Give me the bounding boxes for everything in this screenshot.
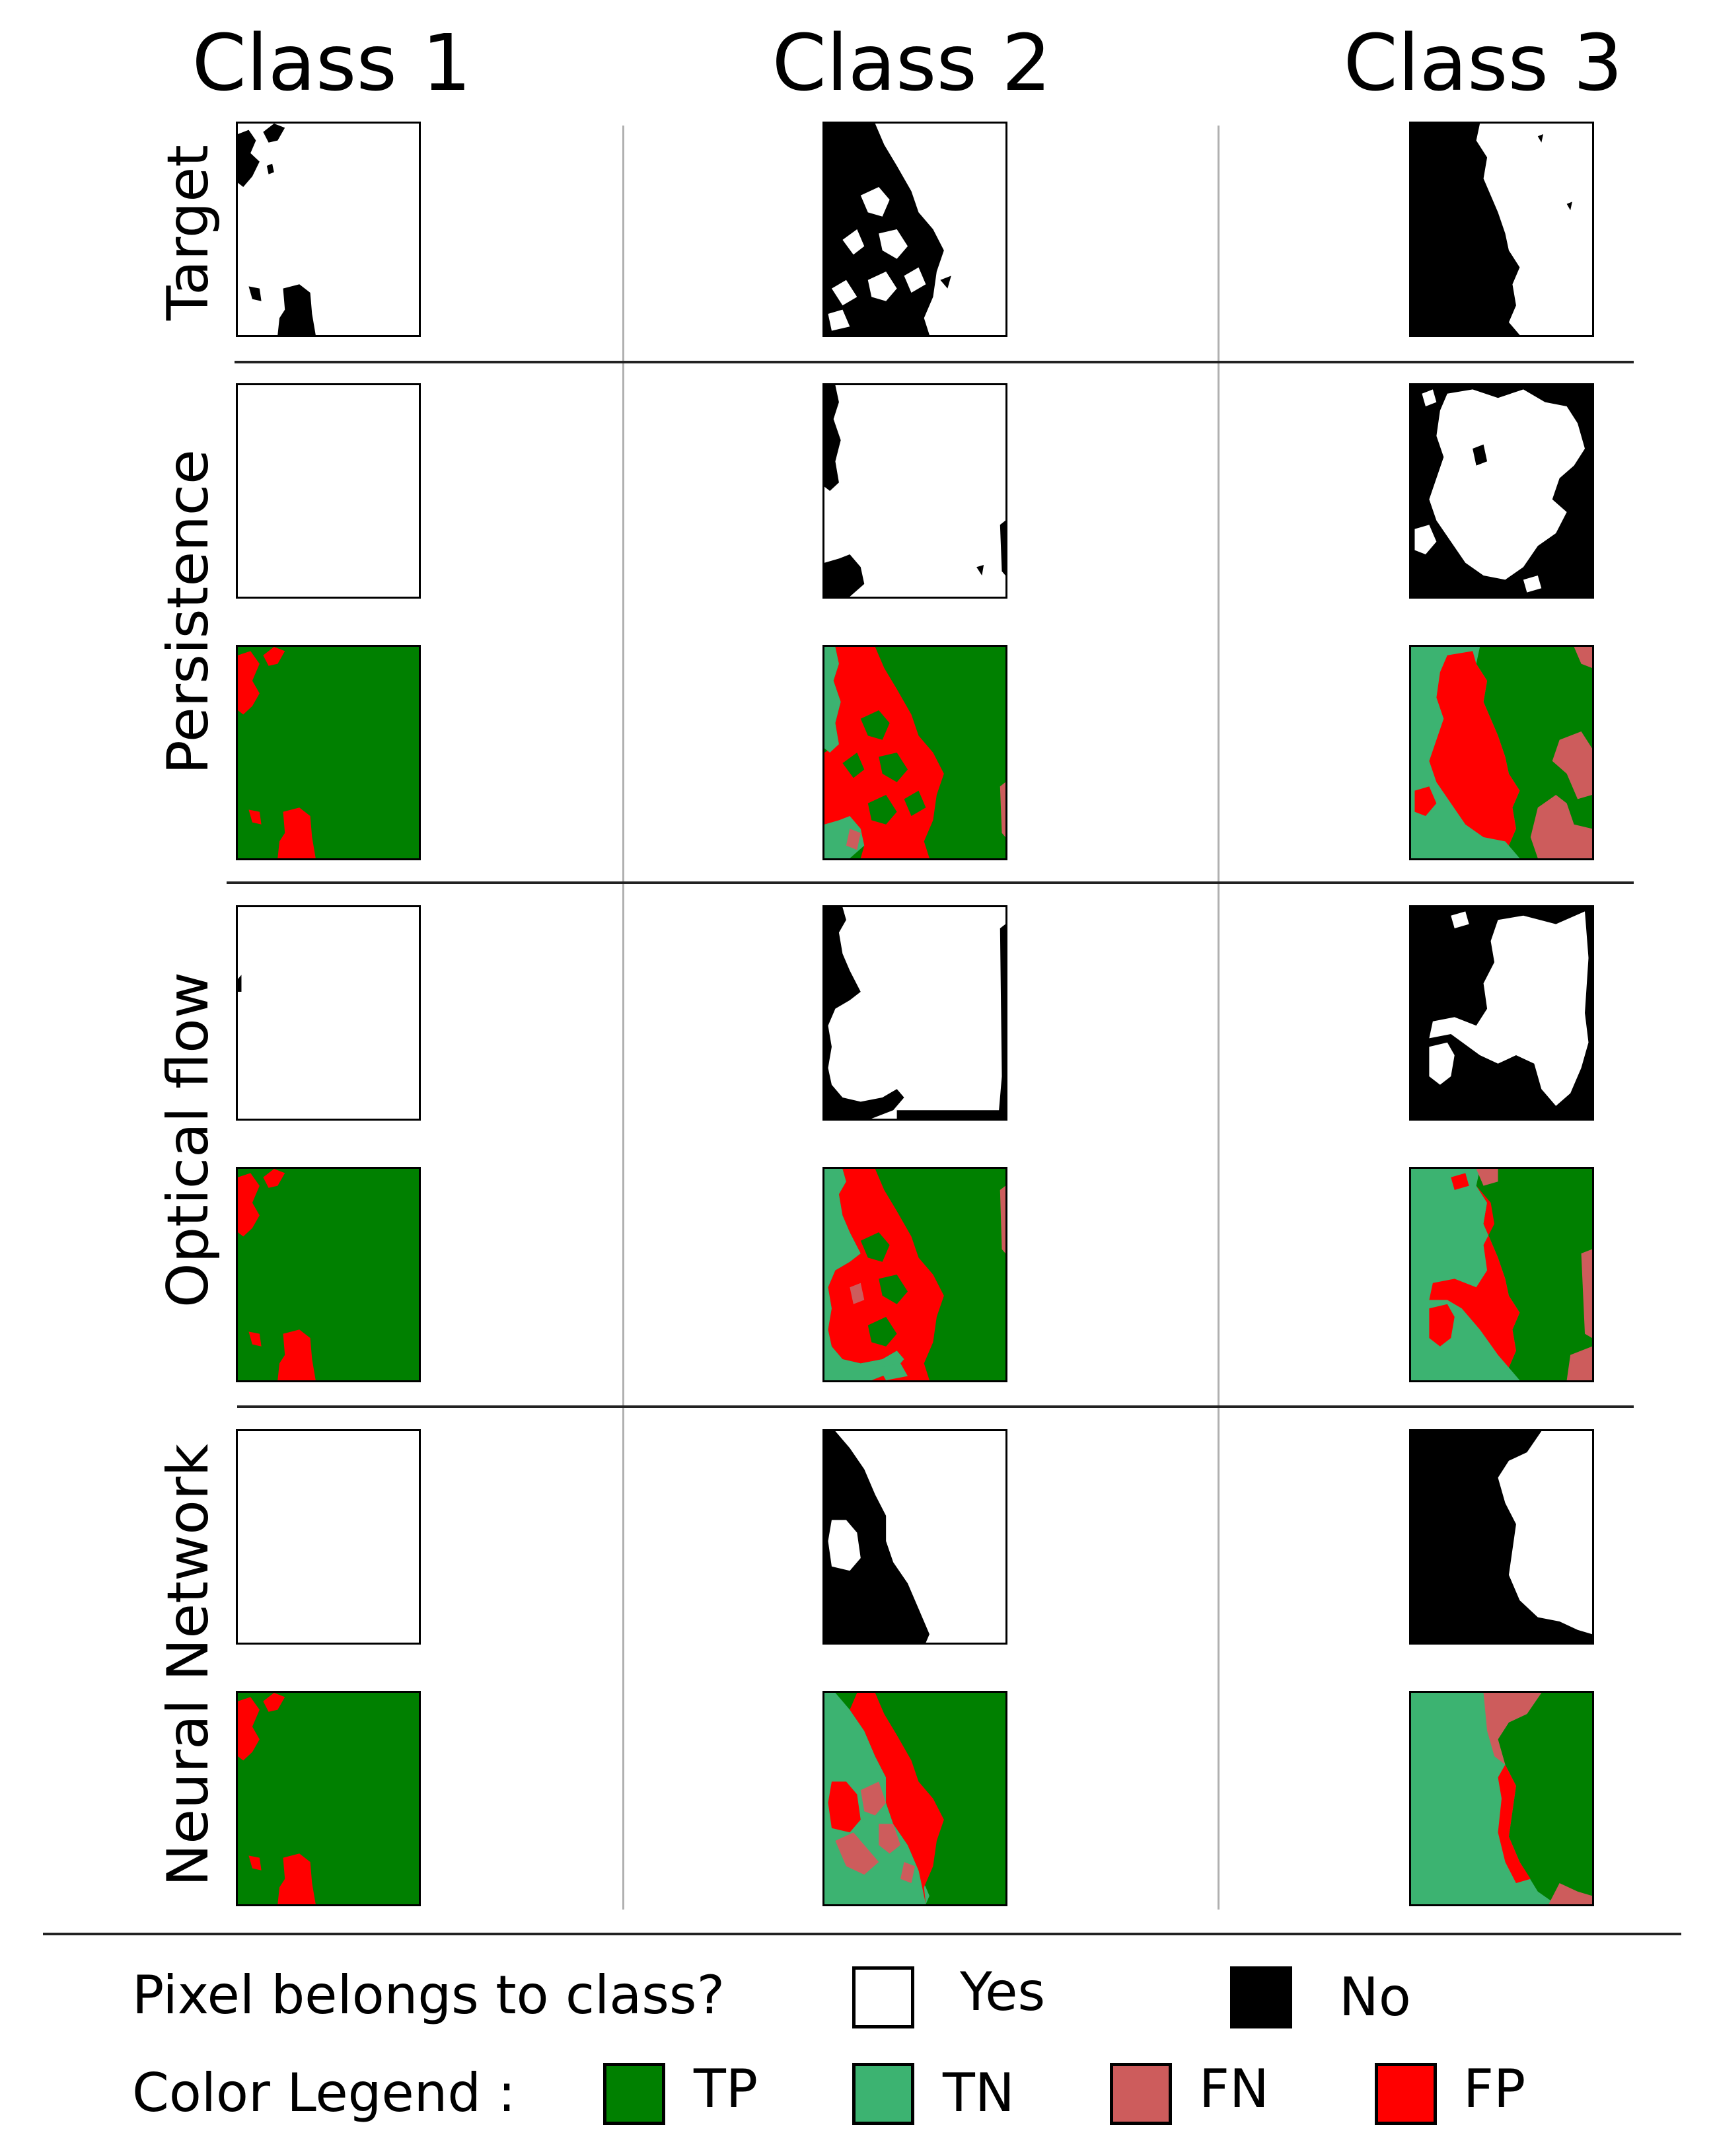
target-mask-class-3 <box>1409 122 1594 337</box>
persistence-mask-class-3 <box>1409 383 1594 599</box>
legend-tp-label: TP <box>694 2058 758 2120</box>
tp-swatch <box>603 2063 665 2125</box>
row-label-optical-flow: Optical flow <box>155 971 221 1308</box>
row-divider-3 <box>237 1405 1634 1408</box>
legend-yes-label: Yes <box>960 1961 1046 2023</box>
target-mask-class-1 <box>236 122 421 337</box>
neural-network-error-map-class-1 <box>236 1691 421 1906</box>
fn-swatch <box>1110 2063 1172 2125</box>
legend-fp-label: FP <box>1463 2058 1526 2120</box>
legend-no-label: No <box>1339 1966 1411 2028</box>
column-title-class-3: Class 3 <box>1343 17 1623 108</box>
row-label-target: Target <box>155 144 221 321</box>
legend-divider <box>43 1933 1681 1935</box>
row-label-persistence: Persistence <box>155 449 221 774</box>
row-label-neural-network: Neural Network <box>155 1443 221 1887</box>
neural-network-mask-class-1 <box>236 1429 421 1645</box>
persistence-error-map-class-1 <box>236 645 421 860</box>
legend-tn-label: TN <box>943 2062 1015 2124</box>
optical-flow-mask-class-3 <box>1409 905 1594 1121</box>
column-title-class-2: Class 2 <box>772 17 1052 108</box>
yes-swatch <box>852 1966 914 2028</box>
legend-fn-label: FN <box>1199 2058 1269 2120</box>
optical-flow-mask-class-1 <box>236 905 421 1121</box>
optical-flow-error-map-class-2 <box>822 1167 1007 1382</box>
optical-flow-error-map-class-1 <box>236 1167 421 1382</box>
persistence-error-map-class-3 <box>1409 645 1594 860</box>
tn-swatch <box>852 2063 914 2125</box>
neural-network-error-map-class-3 <box>1409 1691 1594 1906</box>
row-divider-2 <box>227 881 1634 884</box>
column-title-class-1: Class 1 <box>192 17 472 108</box>
column-divider-1 <box>622 126 624 1910</box>
persistence-mask-class-2 <box>822 383 1007 599</box>
neural-network-mask-class-3 <box>1409 1429 1594 1645</box>
row-divider-1 <box>235 361 1634 363</box>
persistence-mask-class-1 <box>236 383 421 599</box>
legend-color-label: Color Legend : <box>132 2062 516 2124</box>
persistence-error-map-class-2 <box>822 645 1007 860</box>
column-divider-2 <box>1218 126 1220 1910</box>
optical-flow-mask-class-2 <box>822 905 1007 1121</box>
optical-flow-error-map-class-3 <box>1409 1167 1594 1382</box>
neural-network-mask-class-2 <box>822 1429 1007 1645</box>
fp-swatch <box>1375 2063 1437 2125</box>
legend-membership-label: Pixel belongs to class? <box>132 1964 725 2026</box>
target-mask-class-2 <box>822 122 1007 337</box>
neural-network-error-map-class-2 <box>822 1691 1007 1906</box>
no-swatch <box>1230 1966 1292 2028</box>
